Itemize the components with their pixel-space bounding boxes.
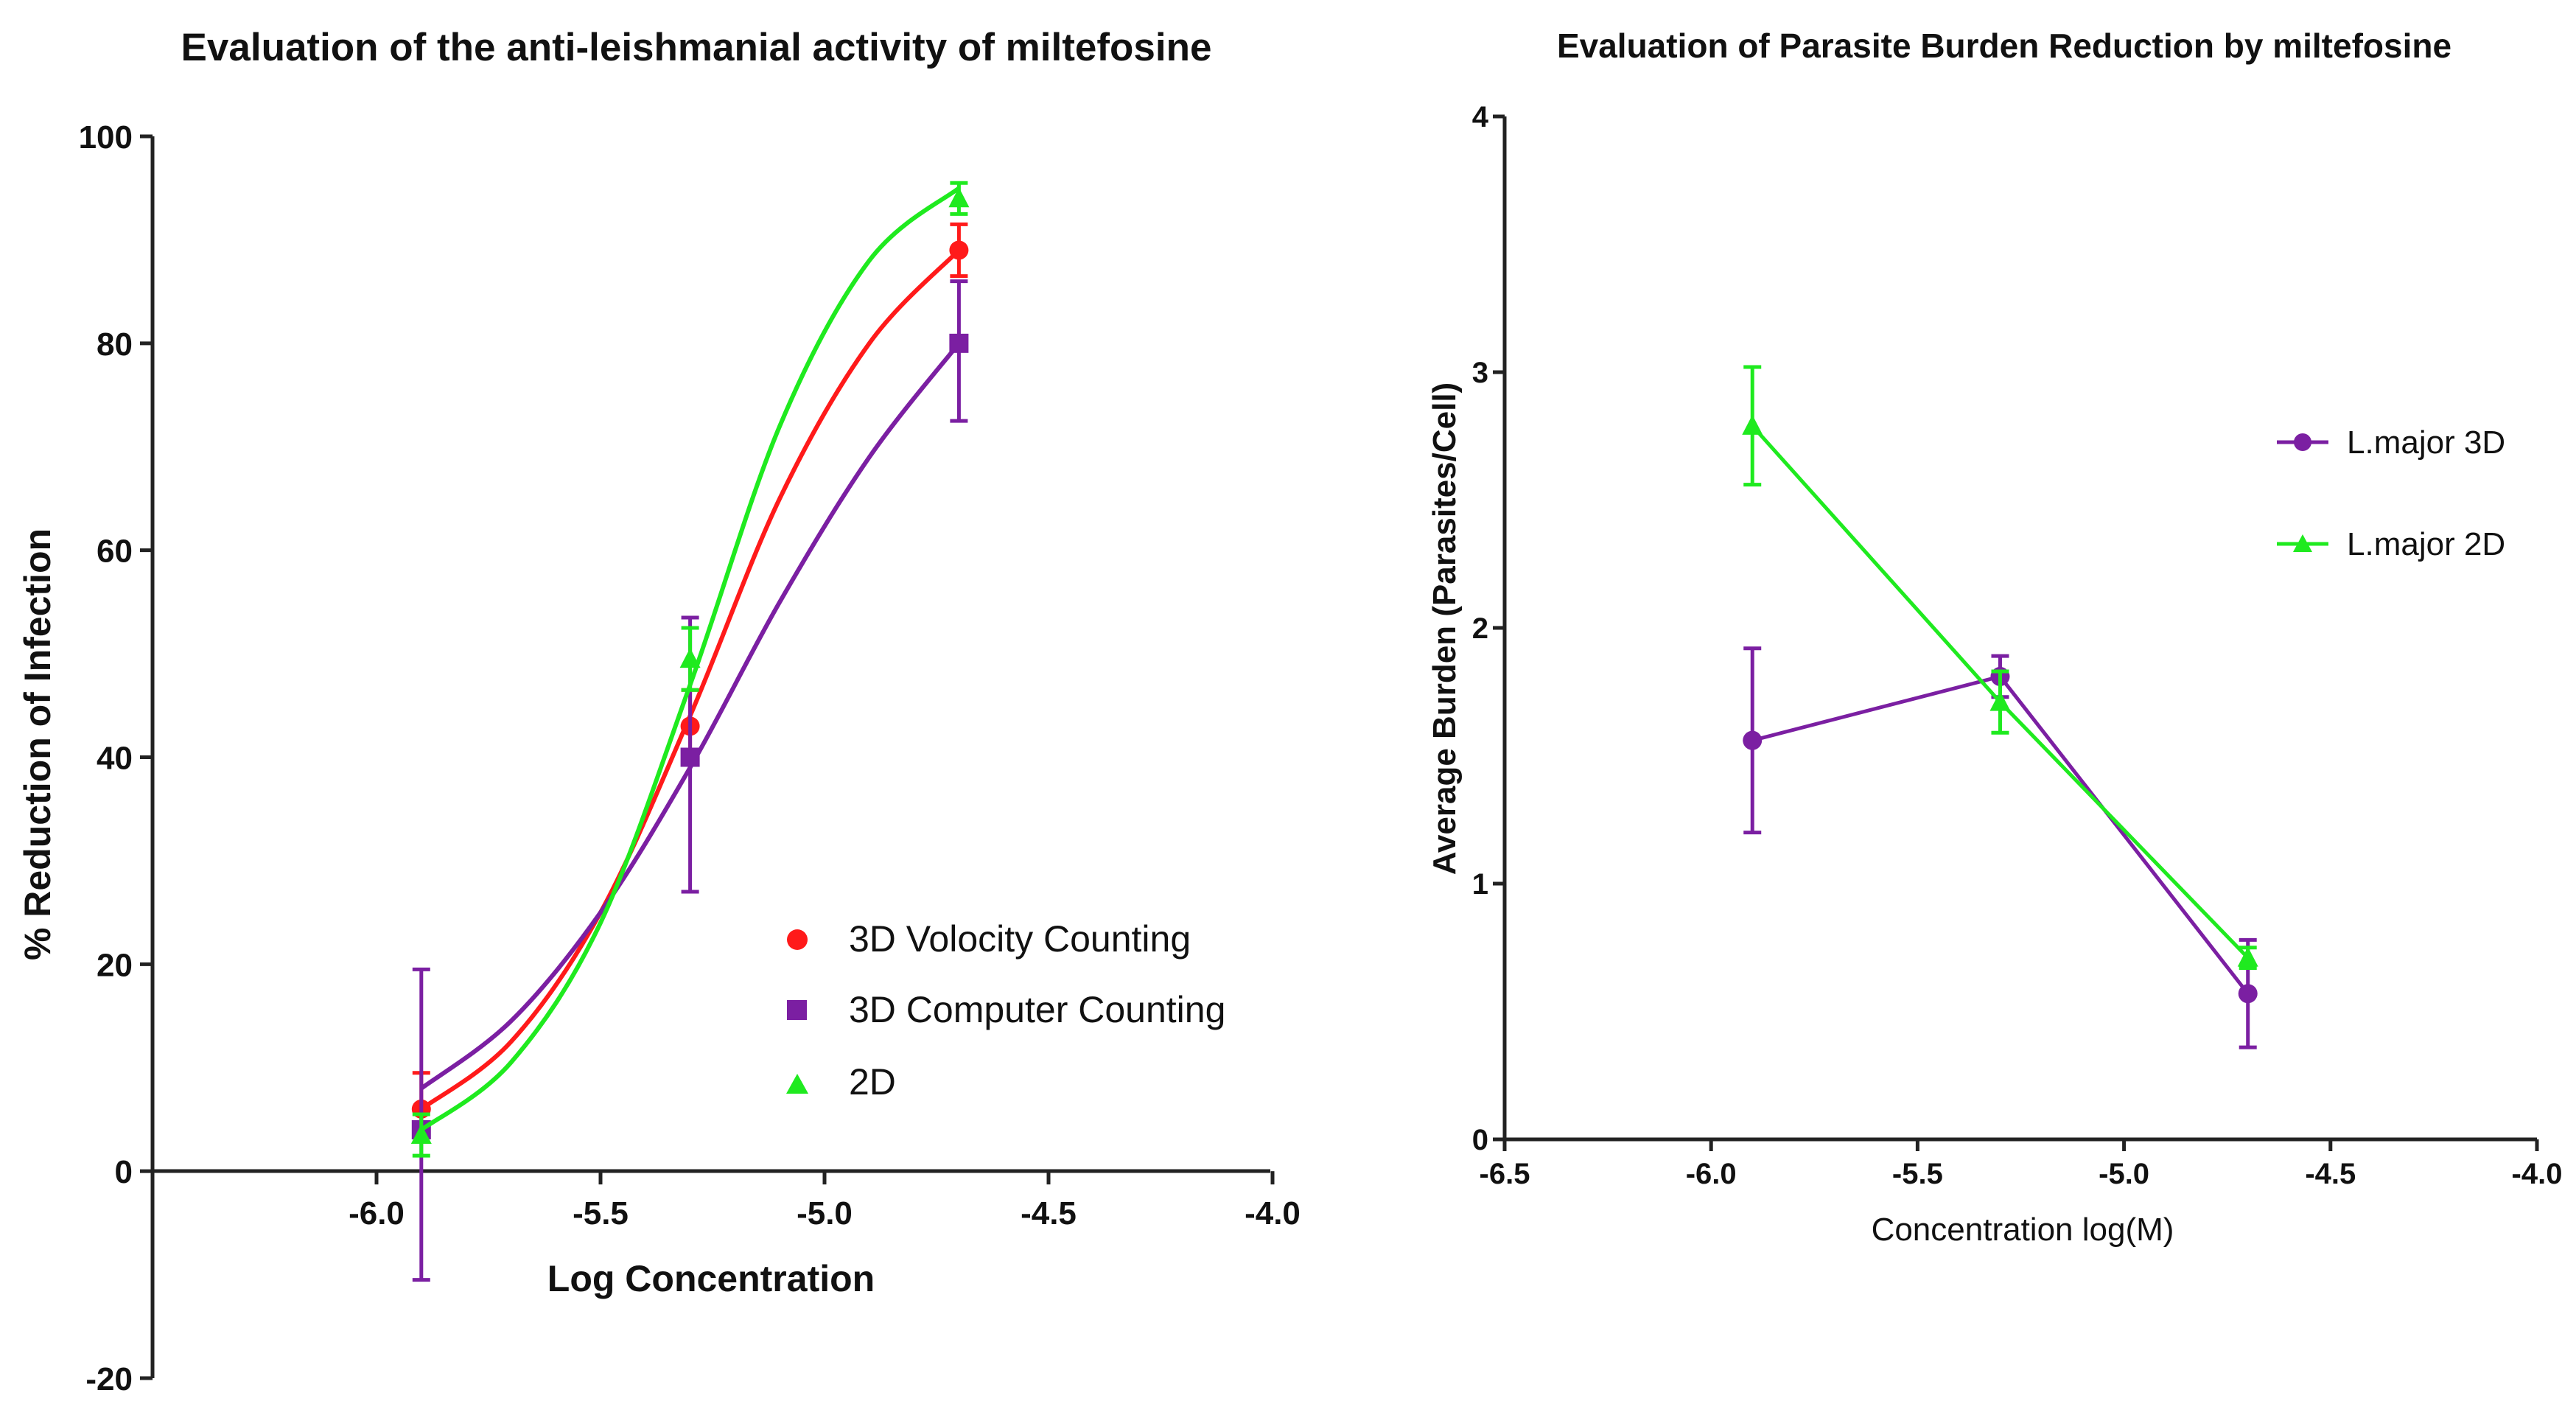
legend-label-l-major-2d: L.major 2D	[2347, 526, 2505, 562]
x-tick-label-5-0: -5.0	[797, 1195, 853, 1231]
data-point-2d-0	[410, 1124, 432, 1145]
chart-2-ticks: -6.5 -6.0 -5.5 -5.0 -4.5 -4.0 0 1 2 3 4	[1472, 101, 2563, 1190]
x-tick-label-4-5: -4.5	[1021, 1195, 1077, 1231]
data-point-l-major-2d-2	[2237, 946, 2258, 967]
y-tick-label-1: 1	[1472, 868, 1488, 901]
legend-marker-l-major-3d	[2294, 433, 2311, 451]
y-tick-label-60: 60	[97, 534, 133, 570]
y-tick-label-3: 3	[1472, 357, 1488, 389]
x-tick-label-4-5: -4.5	[2305, 1158, 2356, 1190]
x-tick-label-6-0: -6.0	[1686, 1158, 1737, 1190]
y-tick-label-0: 0	[1472, 1124, 1488, 1156]
chart-1-y-axis-title: % Reduction of Infection	[17, 528, 58, 960]
chart-2-plot-area	[1742, 365, 2258, 1049]
data-point-3d-volocity-counting-2	[949, 240, 969, 260]
legend-marker-3d-volocity	[787, 929, 808, 950]
chart-2-title: Evaluation of Parasite Burden Reduction …	[1557, 27, 2451, 65]
x-tick-label-6-5: -6.5	[1480, 1158, 1530, 1190]
x-tick-label-5-5: -5.5	[573, 1195, 629, 1231]
data-point-2d-2	[948, 187, 970, 208]
data-point-l-major-3d-0	[1743, 730, 1763, 750]
chart-1-title: Evaluation of the anti-leishmanial activ…	[181, 26, 1212, 69]
data-point-3d-computer-counting-2	[949, 333, 969, 353]
y-tick-label-40: 40	[97, 741, 133, 777]
chart-1-plot-area	[410, 181, 970, 1282]
chart-1-legend: 3D Volocity Counting 3D Computer Countin…	[786, 918, 1225, 1103]
x-tick-label-6-0: -6.0	[349, 1195, 405, 1231]
legend-marker-2d	[786, 1074, 808, 1094]
x-tick-label-5-5: -5.5	[1892, 1158, 1943, 1190]
y-tick-label-2: 2	[1472, 612, 1488, 645]
y-tick-label-20: -20	[85, 1361, 133, 1397]
x-tick-label-4-0: -4.0	[1245, 1195, 1301, 1231]
chart-2-x-axis-title: Concentration log(M)	[1872, 1212, 2174, 1248]
x-tick-label-4-0: -4.0	[2512, 1158, 2563, 1190]
y-tick-label-20: 20	[97, 947, 133, 983]
chart-1-ticks: -6.0 -5.5 -5.0 -4.5 -4.0 -20 0 20 40 60 80 100	[79, 119, 1301, 1397]
legend-marker-3d-computer	[787, 1000, 807, 1020]
y-tick-label-4: 4	[1472, 101, 1489, 133]
data-point-2d-1	[679, 648, 701, 668]
x-tick-label-5-0: -5.0	[2099, 1158, 2149, 1190]
data-point-l-major-3d-2	[2238, 984, 2258, 1004]
y-tick-label-100: 100	[79, 119, 133, 156]
data-point-3d-computer-counting-1	[680, 747, 700, 767]
legend-label-3d-volocity: 3D Volocity Counting	[849, 918, 1191, 960]
data-point-l-major-2d-0	[1742, 414, 1763, 435]
chart-2-legend: L.major 3D L.major 2D	[2277, 424, 2505, 562]
legend-label-2d: 2D	[849, 1061, 896, 1103]
chart-2: Evaluation of Parasite Burden Reduction …	[1427, 27, 2562, 1248]
chart-2-y-axis-title: Average Burden (Parasites/Cell)	[1427, 382, 1463, 875]
chart-1: Evaluation of the anti-leishmanial activ…	[17, 26, 1301, 1397]
legend-marker-l-major-2d	[2293, 534, 2312, 552]
chart-1-x-axis-title: Log Concentration	[547, 1258, 875, 1299]
legend-label-l-major-3d: L.major 3D	[2347, 424, 2505, 461]
legend-label-3d-computer: 3D Computer Counting	[849, 989, 1225, 1030]
data-point-l-major-2d-1	[1989, 691, 2011, 711]
y-tick-label-80: 80	[97, 326, 133, 363]
y-tick-label-0: 0	[115, 1154, 133, 1190]
